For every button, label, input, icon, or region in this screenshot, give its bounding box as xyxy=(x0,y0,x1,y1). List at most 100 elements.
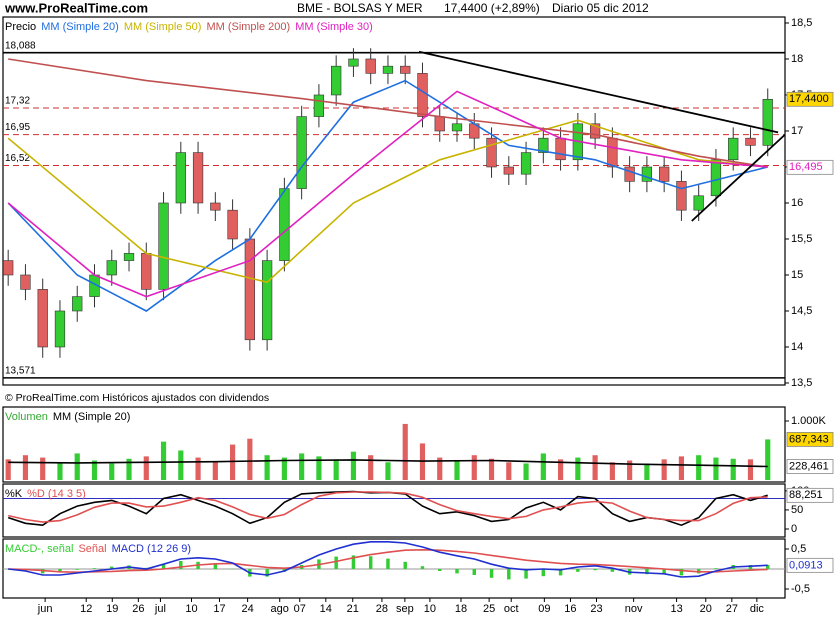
bar xyxy=(212,461,218,480)
legend-entry: MM (Simple 20) xyxy=(53,411,131,423)
y-tick-label: 15 xyxy=(791,269,803,281)
candle-body xyxy=(400,65,411,74)
x-tick-label: 27 xyxy=(726,603,738,615)
candle-body xyxy=(710,159,722,197)
bar xyxy=(368,556,373,569)
x-tick-label: 24 xyxy=(241,603,253,615)
bar xyxy=(558,569,563,576)
bar xyxy=(179,561,183,569)
x-tick-label: dic xyxy=(750,603,765,615)
y-tick-label: 0,5 xyxy=(791,543,806,555)
bar xyxy=(645,569,649,575)
price-level-label: 16,95 xyxy=(5,122,30,133)
bar xyxy=(403,561,407,569)
candle-body xyxy=(365,58,376,74)
value-marker-label: 228,461 xyxy=(789,460,829,472)
x-tick-label: 23 xyxy=(590,603,602,615)
candle-body xyxy=(313,94,325,117)
candle-body xyxy=(261,260,273,341)
legend-entry: MM (Simple 30) xyxy=(295,21,373,33)
bar xyxy=(22,455,29,480)
line-series xyxy=(8,58,768,168)
symbol: BME - BOLSAS Y MER xyxy=(297,1,423,15)
bar xyxy=(385,462,391,480)
candle-body xyxy=(382,65,394,74)
bar xyxy=(161,564,166,569)
bar xyxy=(662,569,666,574)
candle-body xyxy=(641,166,653,182)
x-tick-label: nov xyxy=(625,603,643,615)
x-tick-label: jul xyxy=(154,603,166,615)
x-tick-label: 18 xyxy=(455,603,467,615)
x-tick-label: 21 xyxy=(347,603,359,615)
bar xyxy=(471,455,477,480)
y-tick-label: 14,5 xyxy=(791,305,812,317)
bar xyxy=(402,423,408,480)
line-series xyxy=(8,459,768,468)
bar xyxy=(40,457,46,480)
bar xyxy=(350,451,357,480)
bar xyxy=(557,459,564,480)
bar xyxy=(610,569,615,572)
bar xyxy=(593,569,597,571)
candle-body xyxy=(745,137,756,146)
candle-body xyxy=(20,274,31,290)
bar xyxy=(143,456,149,480)
bar xyxy=(230,568,235,570)
legend-entry: %D (14 3 5) xyxy=(27,488,86,500)
bar xyxy=(438,569,442,571)
legend-entry: MACD (12 26 9) xyxy=(112,543,191,555)
legend-entry: MM (Simple 50) xyxy=(124,21,202,33)
value-marker xyxy=(786,432,834,447)
bar xyxy=(299,453,305,480)
line-series xyxy=(7,90,768,298)
x-tick-label: 12 xyxy=(80,603,92,615)
panel-frame xyxy=(2,406,786,483)
legend-entry: MACD-, señal xyxy=(5,543,73,555)
bar xyxy=(696,455,702,480)
candle-body xyxy=(762,98,773,146)
bar xyxy=(195,457,201,480)
candle-body xyxy=(210,202,221,211)
bar xyxy=(713,457,719,480)
bar xyxy=(609,462,615,480)
candle-body xyxy=(589,123,601,139)
value-marker xyxy=(786,91,834,107)
panel-frame xyxy=(2,483,786,538)
bar xyxy=(592,455,598,480)
price-level-label: 18,088 xyxy=(5,40,36,51)
bar xyxy=(126,458,132,480)
y-tick-label: 15,5 xyxy=(791,233,812,245)
bar xyxy=(730,458,736,480)
y-tick-label: 18 xyxy=(791,53,803,65)
candle-body xyxy=(659,166,670,182)
candle-body xyxy=(555,137,566,161)
x-tick-label: sep xyxy=(396,603,414,615)
bar xyxy=(541,569,546,577)
bar xyxy=(74,453,80,480)
candle-body xyxy=(123,253,135,261)
candle-body xyxy=(624,166,635,182)
value-marker-label: 0,0913 xyxy=(789,559,823,571)
y-tick-label: 50 xyxy=(791,504,803,516)
candle-body xyxy=(106,260,117,276)
x-tick-label: 19 xyxy=(106,603,118,615)
legend-entry: Precio xyxy=(5,21,36,33)
line-series xyxy=(8,548,768,574)
candle-body xyxy=(693,195,704,211)
bar xyxy=(627,460,633,480)
x-tick-label: 14 xyxy=(320,603,332,615)
bar xyxy=(765,439,771,480)
candle-body xyxy=(607,137,618,168)
price-level-label: 13,571 xyxy=(5,366,36,377)
bar xyxy=(747,459,754,480)
bar xyxy=(420,566,425,569)
bar xyxy=(661,459,667,480)
legend-entry: MM (Simple 200) xyxy=(206,21,290,33)
quote: 17,4400 (+2,89%) xyxy=(444,1,540,15)
candle-body xyxy=(728,137,739,161)
bar xyxy=(57,462,63,480)
bar xyxy=(230,444,236,480)
bar xyxy=(524,569,528,579)
line-series xyxy=(8,491,768,523)
